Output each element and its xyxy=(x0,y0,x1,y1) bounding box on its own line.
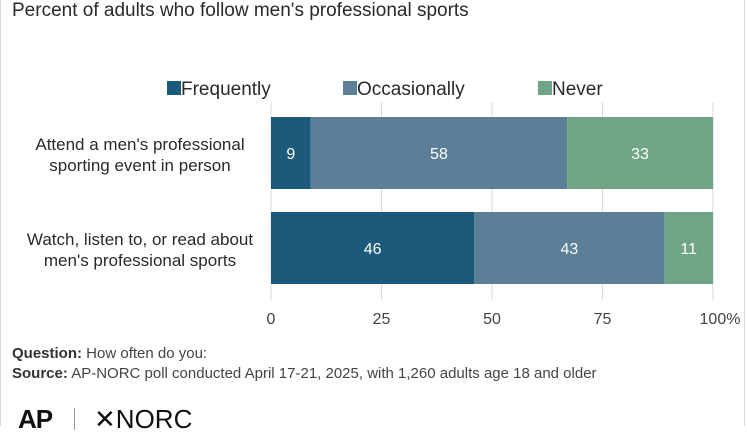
ap-logo: AP xyxy=(18,404,53,434)
x-tick-label-2: 50 xyxy=(483,311,501,328)
x-tick-label-4: 100% xyxy=(700,311,741,328)
legend-label-frequently: Frequently xyxy=(181,79,271,100)
category-label-0-line-0: Attend a men's professional xyxy=(35,135,244,154)
source-line: Source: AP-NORC poll conducted April 17-… xyxy=(12,364,597,384)
data-label-1-frequently: 46 xyxy=(364,241,382,258)
stacked-bar-chart: Frequently Occasionally Never 9 58 33 Attend a… xyxy=(27,79,741,328)
bar-1-never xyxy=(664,212,713,284)
x-tick-label-1: 25 xyxy=(373,311,391,328)
norc-logo: ✕NORC xyxy=(94,404,193,434)
bar-0-frequently xyxy=(271,117,311,189)
question-line: Question: How often do you: xyxy=(12,344,597,364)
bar-1-occasionally xyxy=(474,212,665,284)
chart-frame xyxy=(0,0,745,426)
question-text: How often do you: xyxy=(86,345,208,362)
legend-swatch-frequently xyxy=(167,81,181,95)
data-label-0-frequently: 9 xyxy=(286,146,295,163)
category-label-0-line-1: sporting event in person xyxy=(49,156,230,175)
bar-1-frequently xyxy=(271,212,475,284)
legend-swatch-occasionally xyxy=(343,81,357,95)
chart-title: Percent of adults who follow men's profe… xyxy=(12,0,469,21)
data-label-0-occasionally: 58 xyxy=(430,146,448,163)
data-label-0-never: 33 xyxy=(631,146,649,163)
legend-swatch-never xyxy=(538,81,552,95)
question-label: Question: xyxy=(12,345,82,362)
source-label: Source: xyxy=(12,365,68,382)
x-tick-label-3: 75 xyxy=(594,311,612,328)
bar-0-occasionally xyxy=(310,117,568,189)
legend-label-occasionally: Occasionally xyxy=(357,79,465,100)
category-label-1-line-1: men's professional sports xyxy=(44,251,236,270)
data-label-1-occasionally: 43 xyxy=(560,241,578,258)
norc-logo-text: NORC xyxy=(115,404,193,434)
chart-footer: Question: How often do you: Source: AP-N… xyxy=(12,344,597,384)
source-text: AP-NORC poll conducted April 17-21, 2025… xyxy=(71,365,597,382)
bar-0-never xyxy=(567,117,713,189)
category-label-1-line-0: Watch, listen to, or read about xyxy=(27,230,253,249)
x-tick-label-0: 0 xyxy=(267,311,276,328)
logo-divider xyxy=(74,408,75,430)
legend-label-never: Never xyxy=(552,79,603,100)
data-label-1-never: 11 xyxy=(680,241,697,258)
